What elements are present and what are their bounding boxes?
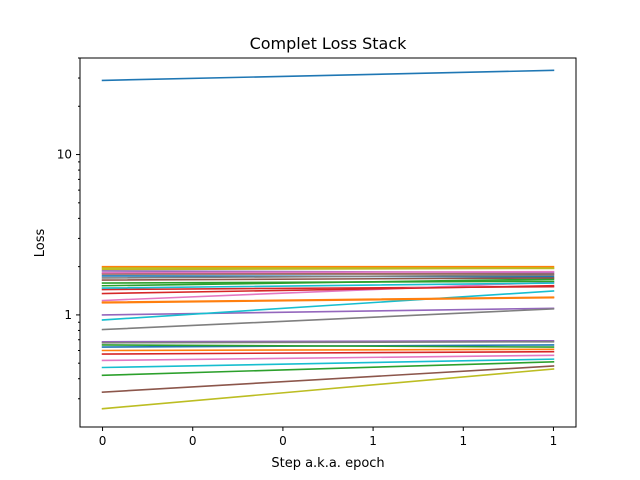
y-tick-label: 10 xyxy=(57,148,72,162)
series-line-30 xyxy=(101,368,555,410)
axes-group xyxy=(79,57,577,428)
x-tick-label: 1 xyxy=(459,434,467,448)
x-tick-label: 0 xyxy=(279,434,287,448)
y-axis-ticks: 1 10 xyxy=(57,57,80,400)
y-axis-label: Loss xyxy=(33,229,48,258)
series-line-8 xyxy=(101,308,555,331)
x-axis-ticks: 0 0 0 1 1 1 xyxy=(99,427,558,448)
x-tick-label: 1 xyxy=(550,434,558,448)
series-line-20 xyxy=(101,282,555,289)
series-line-13 xyxy=(101,280,555,284)
series-line-29 xyxy=(101,340,555,344)
series-line-10 xyxy=(101,290,555,321)
chart-title: Complet Loss Stack xyxy=(250,34,408,53)
series-line-5 xyxy=(101,307,555,316)
series-line-14 xyxy=(101,284,555,295)
x-axis-label: Step a.k.a. epoch xyxy=(271,456,384,471)
series-group xyxy=(101,69,555,410)
series-line-16 xyxy=(101,277,555,281)
series-line-7 xyxy=(101,281,555,302)
x-tick-label: 1 xyxy=(369,434,377,448)
series-line-21 xyxy=(101,296,555,304)
series-line-31 xyxy=(101,358,555,369)
series-line-32 xyxy=(101,344,555,348)
series-line-24 xyxy=(101,360,555,377)
series-line-17 xyxy=(101,270,555,274)
series-line-1 xyxy=(101,69,555,82)
series-line-25 xyxy=(101,350,555,355)
x-tick-label: 0 xyxy=(99,434,107,448)
axes-frame xyxy=(79,57,577,428)
series-line-28 xyxy=(101,354,555,362)
series-line-23 xyxy=(101,348,555,352)
series-line-26 xyxy=(101,339,555,343)
y-tick-label: 1 xyxy=(64,308,72,322)
series-line-18 xyxy=(101,274,555,279)
x-tick-label: 0 xyxy=(189,434,197,448)
series-line-27 xyxy=(101,365,555,393)
